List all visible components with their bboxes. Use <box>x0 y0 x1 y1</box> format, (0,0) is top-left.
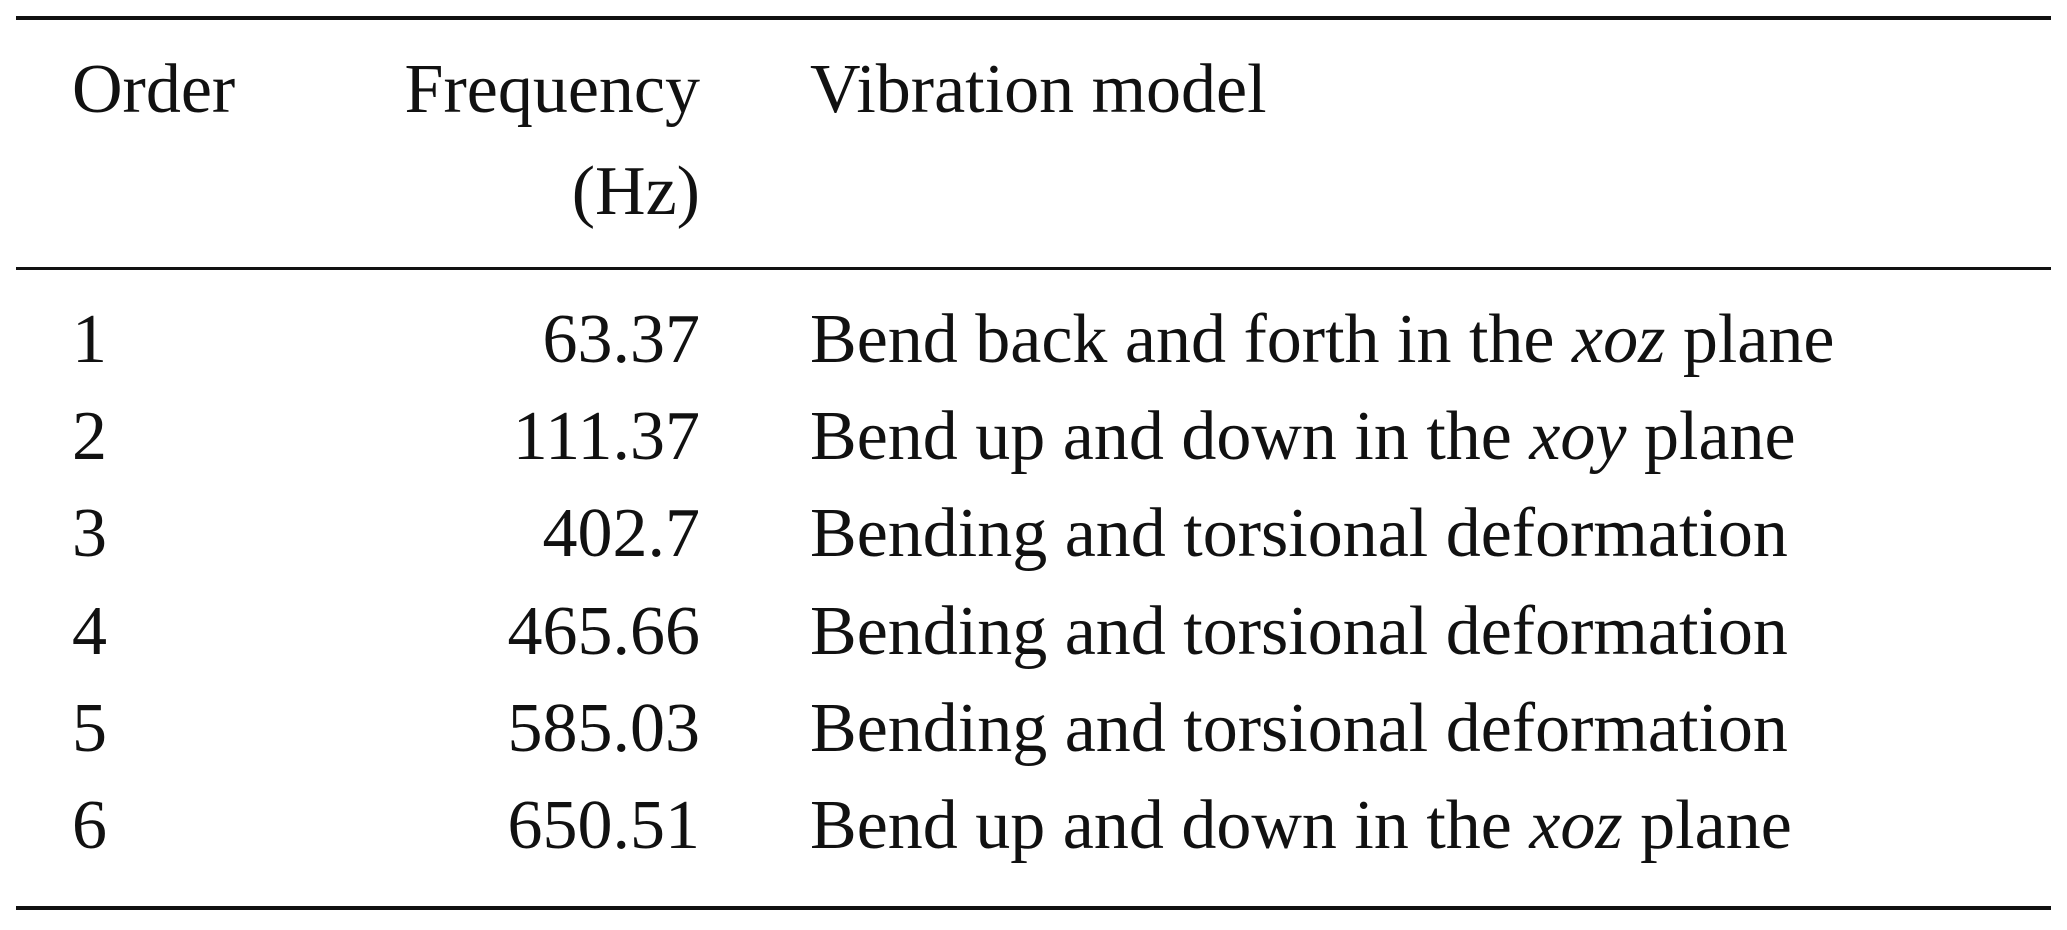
table-row-1-description: Bend back and forth in the xoz plane <box>810 292 1834 388</box>
desc-text: Bend up and down in the <box>810 398 1530 475</box>
desc-text-end: plane <box>1622 787 1792 864</box>
table-row-1-order: 1 <box>72 301 107 378</box>
table-row-5-frequency: 585.03 <box>507 690 701 767</box>
table-row-5-order: 5 <box>72 690 107 767</box>
desc-text: Bend up and down in the <box>810 787 1530 864</box>
table-row-4-order: 4 <box>72 593 107 670</box>
table-top-rule <box>16 16 2051 20</box>
table-row-4-description: Bending and torsional deformation <box>810 584 1788 680</box>
table-header-rule <box>16 267 2051 270</box>
header-frequency: Frequency <box>404 51 700 128</box>
desc-text: Bending and torsional deformation <box>810 495 1788 572</box>
table-row-5-description: Bending and torsional deformation <box>810 681 1788 777</box>
table-row-3-order: 3 <box>72 495 107 572</box>
table-row-6-order: 6 <box>72 787 107 864</box>
table-row-1-frequency: 63.37 <box>542 301 701 378</box>
table-row-2-description: Bend up and down in the xoy plane <box>810 389 1796 485</box>
table-row-4-frequency: 465.66 <box>507 593 701 670</box>
plane-variable: xoz <box>1529 787 1623 864</box>
desc-text-end: plane <box>1665 301 1835 378</box>
header-vibration-model: Vibration model <box>810 51 1267 128</box>
header-frequency-unit: (Hz) <box>571 153 700 230</box>
table-row-2-frequency: 111.37 <box>512 398 700 475</box>
table-row-3-description: Bending and torsional deformation <box>810 486 1788 582</box>
desc-text-end: plane <box>1626 398 1796 475</box>
desc-text: Bending and torsional deformation <box>810 690 1788 767</box>
table-row-3-frequency: 402.7 <box>542 495 701 572</box>
header-order: Order <box>72 51 236 128</box>
plane-variable: xoy <box>1529 398 1627 475</box>
table-row-6-frequency: 650.51 <box>507 787 701 864</box>
table-row-6-description: Bend up and down in the xoz plane <box>810 778 1792 874</box>
desc-text: Bend back and forth in the <box>810 301 1573 378</box>
table-bottom-rule <box>16 906 2051 910</box>
table-row-2-order: 2 <box>72 398 107 475</box>
plane-variable: xoz <box>1572 301 1666 378</box>
desc-text: Bending and torsional deformation <box>810 593 1788 670</box>
